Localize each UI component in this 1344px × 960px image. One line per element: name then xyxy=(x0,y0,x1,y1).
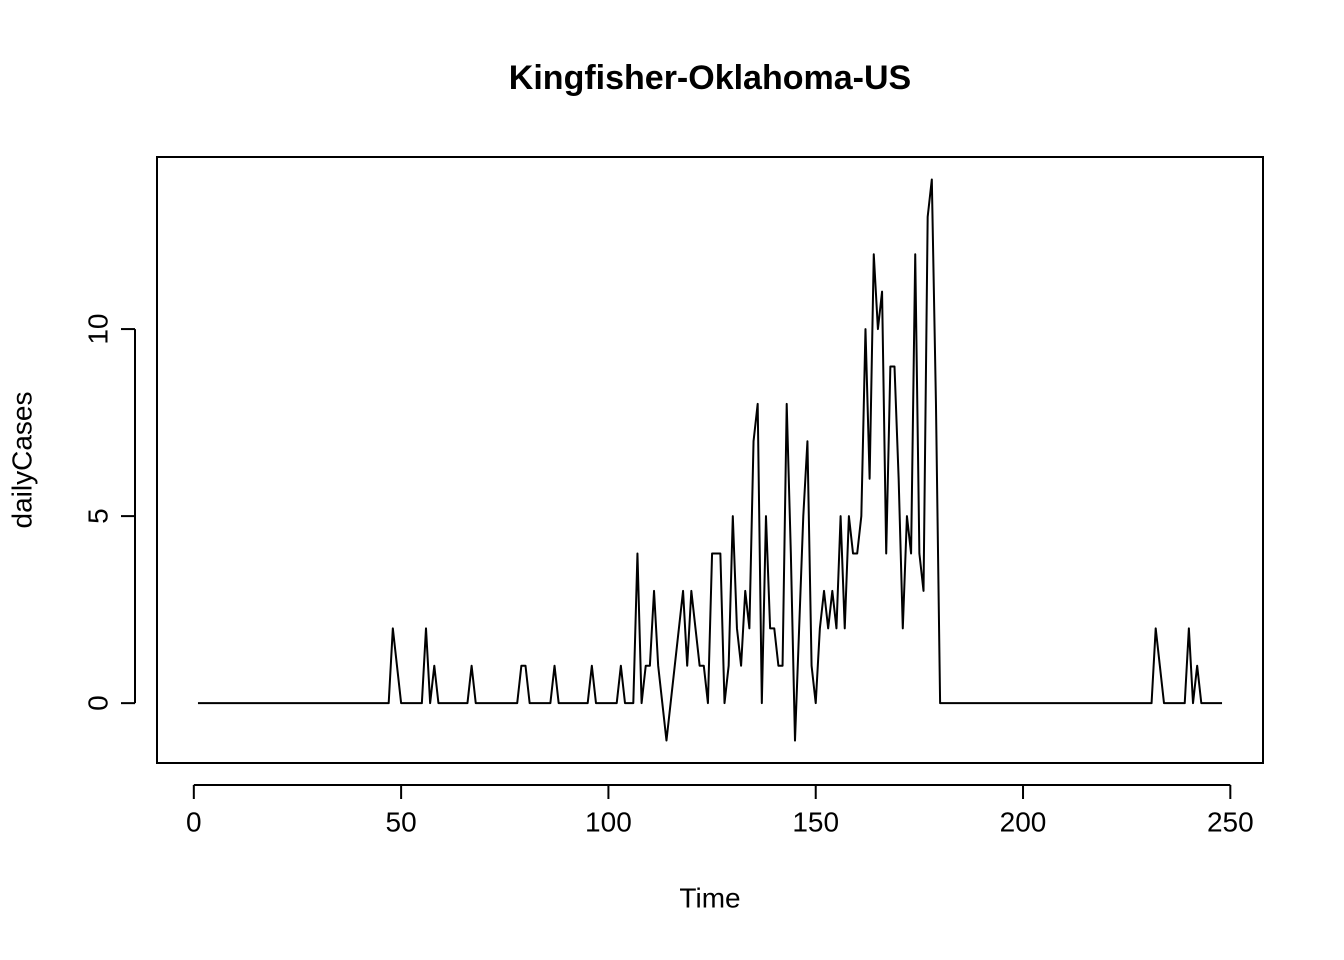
y-tick-label: 5 xyxy=(82,508,113,524)
series-line xyxy=(197,178,1223,742)
x-tick-label: 100 xyxy=(585,806,632,837)
plot-box xyxy=(156,156,1264,764)
x-tick-label: 200 xyxy=(1000,806,1047,837)
x-tick-label: 0 xyxy=(186,806,202,837)
x-tick-label: 50 xyxy=(386,806,417,837)
x-tick-label: 150 xyxy=(792,806,839,837)
x-axis-label: Time xyxy=(679,882,740,913)
x-tick-label: 250 xyxy=(1207,806,1254,837)
y-tick-label: 0 xyxy=(82,695,113,711)
chart-title: Kingfisher-Oklahoma-US xyxy=(509,59,911,97)
y-tick-label: 10 xyxy=(82,313,113,344)
y-axis-label: dailyCases xyxy=(6,392,37,529)
